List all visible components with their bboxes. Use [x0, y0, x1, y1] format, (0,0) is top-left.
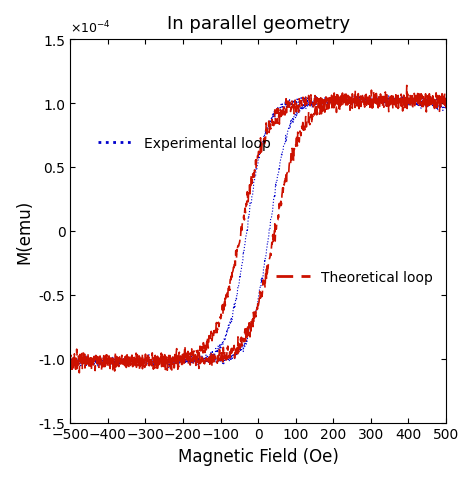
Text: $\times10^{-4}$: $\times10^{-4}$ [70, 20, 111, 36]
Y-axis label: M(emu): M(emu) [15, 199, 33, 264]
Legend: Theoretical loop: Theoretical loop [270, 265, 439, 290]
Title: In parallel geometry: In parallel geometry [166, 15, 350, 33]
X-axis label: Magnetic Field (Oe): Magnetic Field (Oe) [178, 447, 338, 465]
